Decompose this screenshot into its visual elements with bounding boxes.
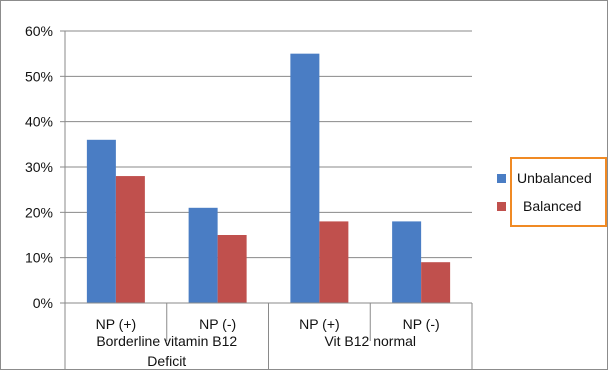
x-category-label: NP (+) xyxy=(96,316,137,332)
x-category-label: NP (-) xyxy=(199,316,236,332)
bars xyxy=(86,53,451,303)
legend-swatch-unbalanced xyxy=(497,174,506,183)
x-category-label: NP (-) xyxy=(403,316,440,332)
bar-balanced-1 xyxy=(217,235,247,303)
bar-unbalanced-2 xyxy=(290,53,320,303)
y-tick-label: 40% xyxy=(25,114,53,130)
bar-balanced-0 xyxy=(115,176,145,303)
legend: Unbalanced Balanced xyxy=(497,157,607,227)
legend-label-unbalanced: Unbalanced xyxy=(517,170,592,186)
x-category-label: NP (+) xyxy=(299,316,340,332)
y-tick-label: 20% xyxy=(25,204,53,220)
axes: 0% 10% 20% 30% 40% 50% 60% NP (+) NP (-) NP (+) NP… xyxy=(25,23,473,369)
x-group-label: Vit B12 normal xyxy=(324,333,416,349)
bar-unbalanced-1 xyxy=(188,207,218,303)
bar-unbalanced-3 xyxy=(392,221,422,303)
x-group-label: Borderline vitamin B12 xyxy=(96,333,237,349)
x-group-label: Deficit xyxy=(147,353,186,369)
legend-label-balanced: Balanced xyxy=(523,198,581,214)
y-tick-label: 0% xyxy=(33,295,53,311)
bar-balanced-2 xyxy=(319,221,349,303)
legend-swatch-balanced xyxy=(497,202,506,211)
y-tick-label: 60% xyxy=(25,23,53,39)
legend-highlight-box xyxy=(510,157,607,227)
y-tick-label: 30% xyxy=(25,159,53,175)
y-tick-label: 50% xyxy=(25,68,53,84)
bar-balanced-3 xyxy=(421,262,451,303)
y-tick-label: 10% xyxy=(25,250,53,266)
bar-unbalanced-0 xyxy=(86,139,116,303)
